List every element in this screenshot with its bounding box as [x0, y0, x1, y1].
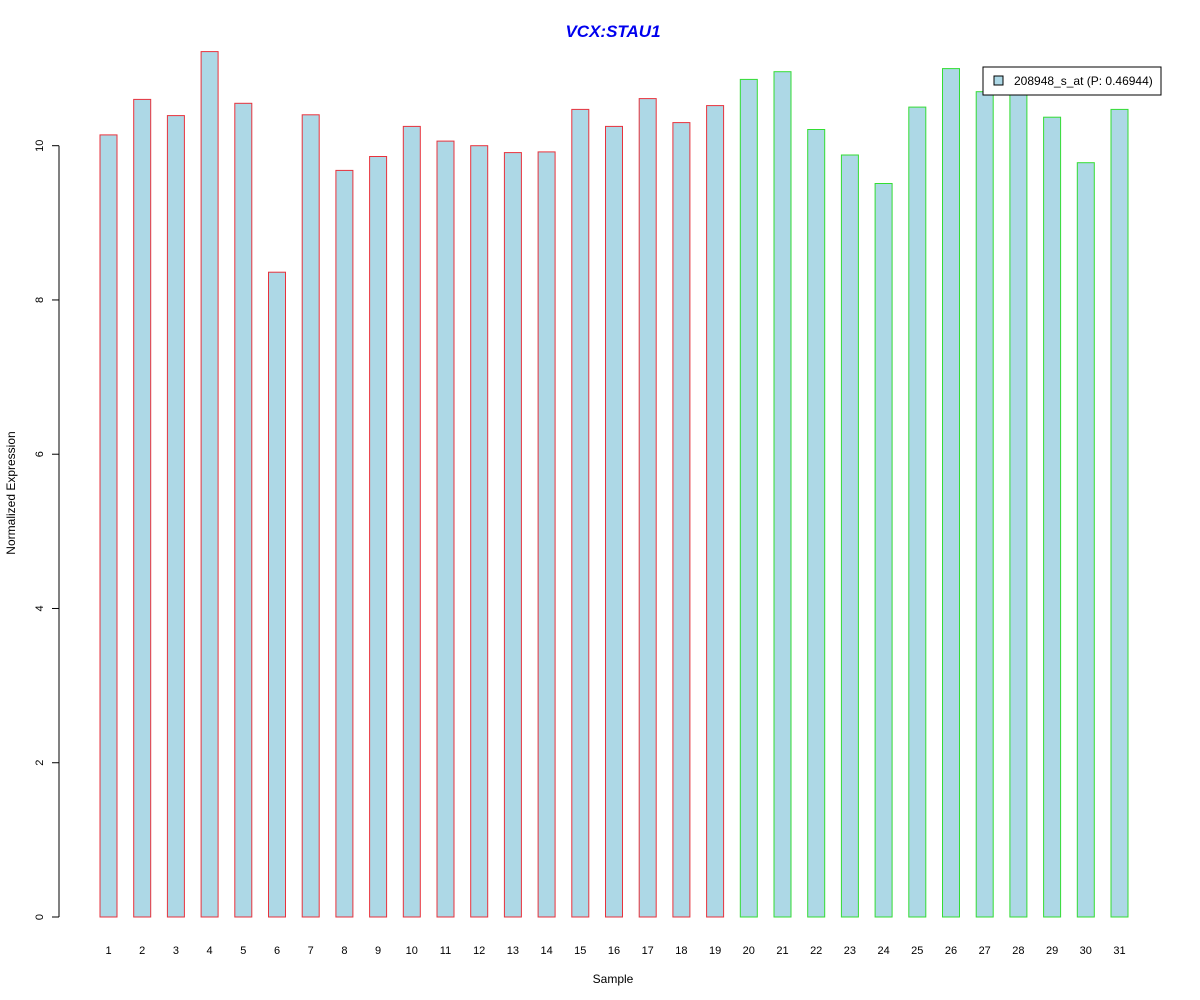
x-tick-label: 28 [1012, 945, 1024, 957]
x-tick-label: 13 [507, 945, 519, 957]
bar-sample-23 [840, 154, 859, 918]
x-tick-label: 2 [139, 945, 145, 957]
legend-swatch [993, 75, 1004, 86]
bar-sample-28 [1009, 85, 1028, 918]
bar-sample-3 [166, 115, 185, 918]
bar-sample-20 [739, 78, 758, 918]
y-tick-label: 10 [34, 140, 46, 152]
x-tick-label: 24 [877, 945, 889, 957]
bar-sample-11 [436, 140, 455, 918]
bar-sample-4 [200, 51, 219, 918]
x-tick-label: 1 [105, 945, 111, 957]
x-tick-label: 8 [341, 945, 347, 957]
x-tick-label: 7 [308, 945, 314, 957]
bar-sample-15 [571, 108, 590, 918]
bar-sample-30 [1076, 162, 1095, 918]
x-tick-label: 16 [608, 945, 620, 957]
bar-sample-2 [133, 98, 152, 918]
x-tick-label: 23 [844, 945, 856, 957]
bar-sample-21 [773, 71, 792, 918]
x-tick-label: 27 [979, 945, 991, 957]
x-tick-label: 17 [642, 945, 654, 957]
bar-sample-17 [638, 98, 657, 918]
x-tick-label: 21 [776, 945, 788, 957]
legend: 208948_s_at (P: 0.46944) [982, 66, 1162, 96]
x-tick-label: 30 [1080, 945, 1092, 957]
bar-sample-24 [874, 183, 893, 918]
bar-sample-25 [908, 106, 927, 918]
bar-sample-26 [942, 68, 960, 918]
bar-sample-6 [268, 271, 286, 918]
x-tick-label: 4 [207, 945, 213, 957]
bar-sample-5 [234, 102, 253, 918]
bar-sample-8 [335, 169, 354, 918]
x-tick-label: 12 [473, 945, 485, 957]
y-axis-label: Normalized Expression [4, 431, 18, 554]
x-tick-label: 9 [375, 945, 381, 957]
x-tick-label: 3 [173, 945, 179, 957]
x-tick-label: 10 [406, 945, 418, 957]
bar-sample-14 [537, 151, 556, 918]
x-tick-label: 26 [945, 945, 957, 957]
x-tick-label: 15 [574, 945, 586, 957]
bar-sample-12 [470, 145, 489, 918]
x-tick-label: 25 [911, 945, 923, 957]
x-tick-label: 22 [810, 945, 822, 957]
y-tick-label: 0 [34, 914, 46, 920]
bar-sample-1 [99, 134, 118, 918]
x-axis: 1 2 3 4 5 6 7 8 9 10 11 12 13 14 15 16 17 18 19 20 21 22 23 24 2… [105, 945, 1125, 957]
x-tick-label: 18 [675, 945, 687, 957]
y-tick-label: 8 [34, 297, 46, 303]
bar-sample-7 [301, 114, 320, 918]
y-axis: 0 2 4 6 8 10 [34, 140, 60, 920]
y-tick-label: 2 [34, 760, 46, 766]
bar-sample-10 [402, 125, 421, 918]
legend-box [982, 66, 1162, 96]
bar-sample-16 [605, 125, 623, 918]
y-tick-label: 4 [34, 605, 46, 611]
bar-sample-9 [369, 156, 388, 918]
x-tick-label: 20 [743, 945, 755, 957]
x-tick-label: 29 [1046, 945, 1058, 957]
x-axis-label: Sample [593, 972, 634, 986]
x-tick-label: 14 [540, 945, 552, 957]
chart-title: VCX:STAU1 [565, 22, 660, 41]
bar-sample-27 [975, 91, 994, 918]
y-tick-label: 6 [34, 451, 46, 457]
x-tick-label: 5 [240, 945, 246, 957]
x-tick-label: 11 [440, 945, 451, 957]
x-tick-label: 6 [274, 945, 280, 957]
bar-sample-29 [1043, 116, 1062, 918]
bar-sample-19 [706, 105, 725, 918]
x-tick-label: 19 [709, 945, 721, 957]
bar-sample-18 [672, 122, 691, 918]
bar-group [99, 51, 1129, 918]
bar-sample-31 [1110, 108, 1129, 918]
bar-sample-13 [503, 152, 522, 918]
bar-sample-22 [807, 129, 826, 918]
x-tick-label: 31 [1113, 945, 1125, 957]
legend-label: 208948_s_at (P: 0.46944) [1014, 74, 1153, 88]
